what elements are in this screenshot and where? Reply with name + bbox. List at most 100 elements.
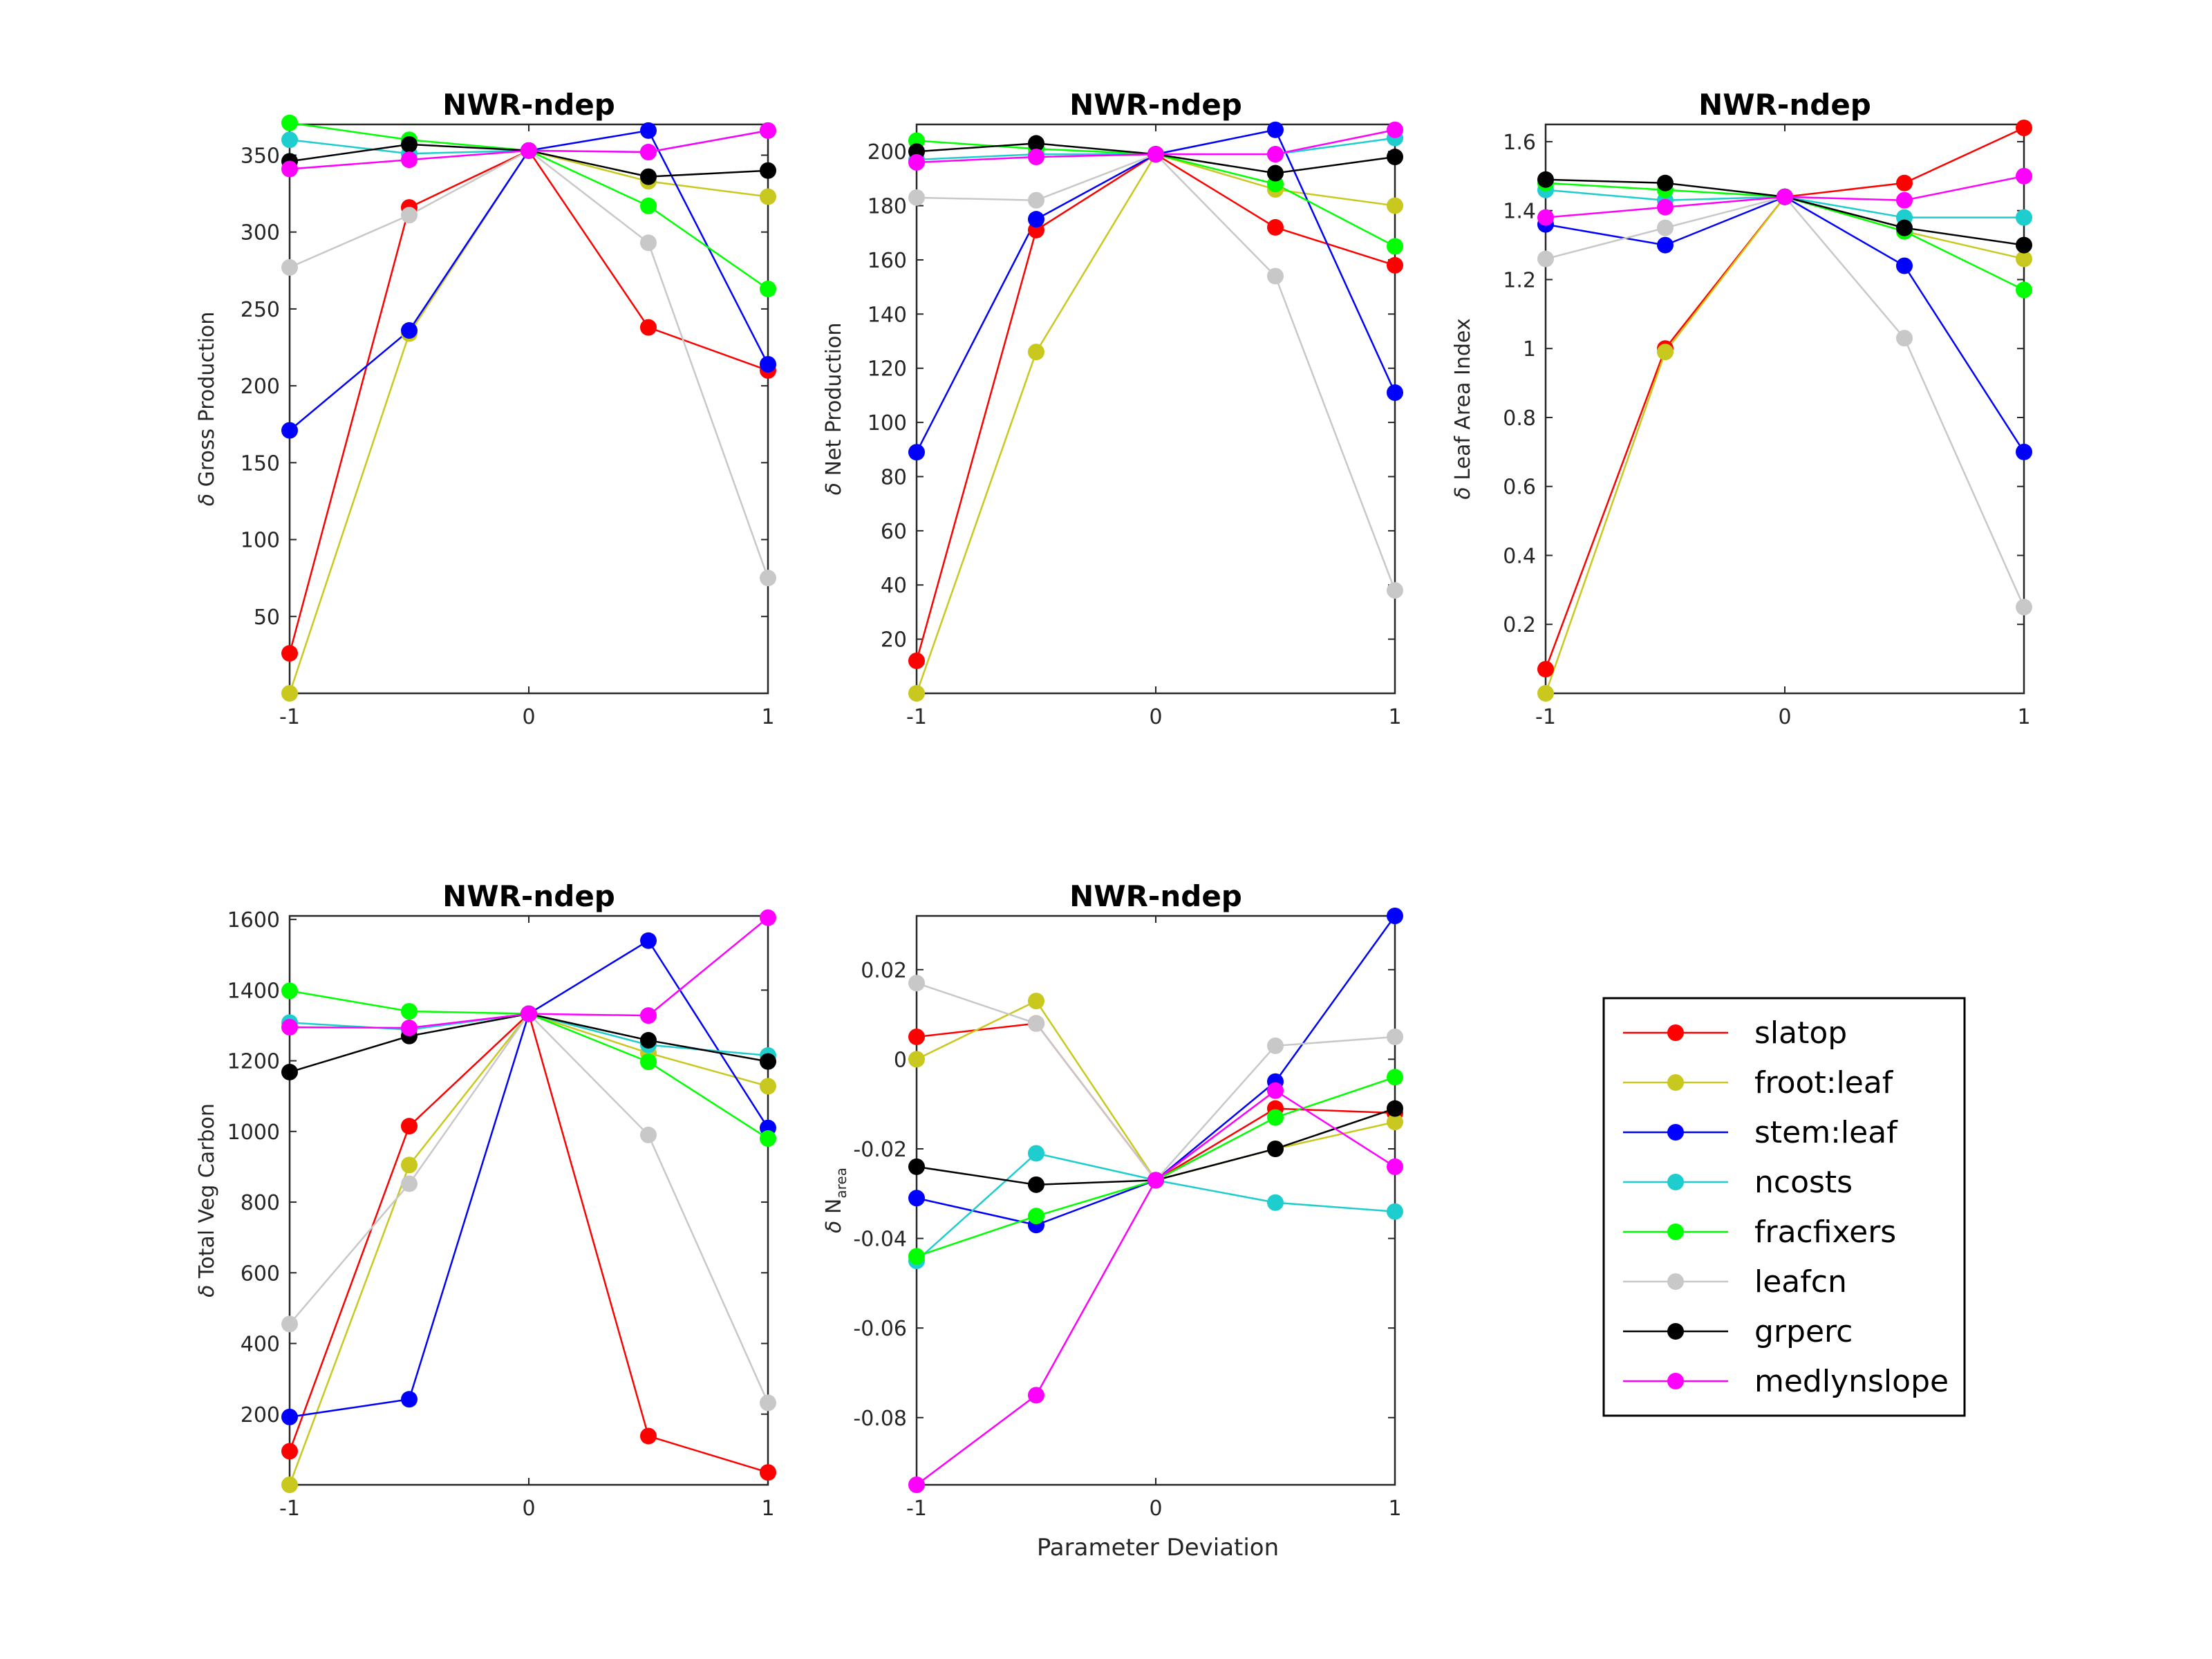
- data-point-medlynslope: [1028, 149, 1044, 166]
- data-point-medlynslope: [281, 1019, 298, 1036]
- y-tick-label: 200: [868, 140, 907, 165]
- data-point-medlynslope: [760, 909, 776, 926]
- y-tick-label: 0.8: [1503, 406, 1536, 431]
- y-tick-label: 0.4: [1503, 544, 1536, 568]
- y-tick-label: -0.04: [853, 1228, 907, 1252]
- data-point-medlynslope: [1657, 198, 1674, 216]
- x-tick-label: -1: [906, 1497, 927, 1521]
- data-point-froot-leaf: [760, 1078, 776, 1095]
- data-point-medlynslope: [640, 144, 657, 161]
- data-point-stem-leaf: [281, 422, 298, 439]
- data-point-ncosts: [1267, 1194, 1284, 1211]
- y-tick-label: 1.4: [1503, 200, 1536, 224]
- data-point-froot-leaf: [2016, 250, 2032, 268]
- data-point-leafcn: [281, 1315, 298, 1333]
- data-point-slatop: [281, 645, 298, 662]
- data-point-grperc: [640, 168, 657, 185]
- panel-p3: NWR-ndep 0.2 0.4 0.6 0.8 1 1.2 1.4 1.6 -1 0 1 δ Leaf…: [1451, 88, 2032, 729]
- data-point-stem-leaf: [2016, 443, 2032, 460]
- data-point-grperc: [760, 162, 776, 179]
- y-tick-label: 180: [868, 195, 907, 219]
- y-tick-label: 0.6: [1503, 476, 1536, 500]
- data-point-fracfixers: [281, 982, 298, 1000]
- plot-area: [915, 915, 1396, 1486]
- legend-label-froot-leaf: froot:leaf: [1754, 1065, 1894, 1100]
- y-tick-label: 40: [881, 574, 907, 598]
- data-point-froot-leaf: [1537, 685, 1554, 702]
- y-tick-label: 140: [868, 303, 907, 327]
- x-tick-label: -1: [906, 705, 927, 729]
- y-tick-label: 1.6: [1503, 131, 1536, 155]
- data-point-froot-leaf: [1387, 197, 1403, 214]
- data-point-grperc: [908, 1158, 925, 1175]
- data-point-leafcn: [908, 975, 925, 992]
- data-point-grperc: [401, 135, 418, 153]
- data-point-slatop: [640, 1427, 657, 1445]
- y-tick-label: 0.2: [1503, 613, 1536, 637]
- data-point-medlynslope: [1387, 1158, 1403, 1175]
- legend-label-slatop: slatop: [1754, 1015, 1847, 1051]
- data-point-grperc: [640, 1031, 657, 1049]
- plot-area: [288, 915, 769, 1486]
- data-point-leafcn: [2016, 599, 2032, 616]
- data-point-medlynslope: [1537, 209, 1554, 226]
- legend-marker-froot-leaf: [1667, 1074, 1684, 1091]
- legend-marker-grperc: [1667, 1323, 1684, 1340]
- y-axis-label: δ Narea: [822, 1168, 850, 1233]
- data-point-grperc: [2016, 236, 2032, 254]
- data-point-grperc: [1267, 165, 1284, 182]
- data-point-grperc: [281, 1063, 298, 1080]
- x-tick-label: 1: [1388, 705, 1401, 729]
- data-point-stem-leaf: [908, 1190, 925, 1207]
- plot-area: [288, 123, 769, 695]
- y-tick-label: 1600: [227, 908, 280, 932]
- data-point-stem-leaf: [281, 1408, 298, 1425]
- y-tick-label: 160: [868, 249, 907, 273]
- data-point-slatop: [1896, 174, 1913, 191]
- legend-box: [1602, 997, 1966, 1417]
- data-point-stem-leaf: [1387, 384, 1403, 401]
- legend-label-ncosts: ncosts: [1754, 1165, 1853, 1200]
- panel-p4: NWR-ndep 200 400 600 800 1000 1200 1400 1600 -1 0 1…: [195, 879, 776, 1521]
- legend-marker-ncosts: [1667, 1174, 1684, 1190]
- data-point-fracfixers: [2016, 281, 2032, 299]
- y-axis-label: δ Gross Production: [195, 312, 219, 507]
- data-point-leafcn: [1028, 191, 1044, 209]
- y-tick-label: 1: [1523, 337, 1536, 362]
- data-point-leafcn: [760, 570, 776, 587]
- data-point-fracfixers: [1028, 1208, 1044, 1225]
- data-point-ncosts: [1387, 1203, 1403, 1220]
- data-point-leafcn: [1267, 268, 1284, 285]
- data-point-slatop: [908, 652, 925, 669]
- panel-title: NWR-ndep: [1698, 88, 1871, 122]
- data-point-froot-leaf: [1387, 1114, 1403, 1131]
- data-point-medlynslope: [521, 142, 537, 159]
- data-point-fracfixers: [640, 1053, 657, 1071]
- data-point-leafcn: [1028, 1015, 1044, 1032]
- data-point-stem-leaf: [401, 1391, 418, 1408]
- data-point-medlynslope: [401, 1020, 418, 1037]
- data-point-leafcn: [401, 207, 418, 224]
- x-tick-label: 0: [1778, 705, 1791, 729]
- data-point-stem-leaf: [1387, 908, 1403, 924]
- data-point-leafcn: [401, 1175, 418, 1192]
- data-point-leafcn: [281, 259, 298, 276]
- y-tick-label: -0.08: [853, 1407, 907, 1431]
- data-point-ncosts: [2016, 209, 2032, 226]
- data-point-stem-leaf: [1028, 211, 1044, 228]
- data-point-stem-leaf: [1896, 257, 1913, 274]
- data-point-slatop: [1387, 256, 1403, 274]
- data-point-stem-leaf: [1267, 121, 1284, 138]
- y-axis-label: δ Leaf Area Index: [1451, 318, 1475, 499]
- data-point-fracfixers: [1387, 1069, 1403, 1086]
- panel-p2: NWR-ndep 20 40 60 80 100 120 140 160 180 200 -1 0 1 δ …: [822, 88, 1403, 729]
- x-tick-label: -1: [279, 705, 300, 729]
- data-point-medlynslope: [1267, 1082, 1284, 1099]
- y-tick-label: 200: [241, 1403, 280, 1427]
- data-point-medlynslope: [2016, 167, 2032, 185]
- data-point-stem-leaf: [401, 322, 418, 339]
- y-tick-label: -0.02: [853, 1138, 907, 1162]
- panel-title: NWR-ndep: [1069, 88, 1242, 122]
- data-point-medlynslope: [640, 1007, 657, 1024]
